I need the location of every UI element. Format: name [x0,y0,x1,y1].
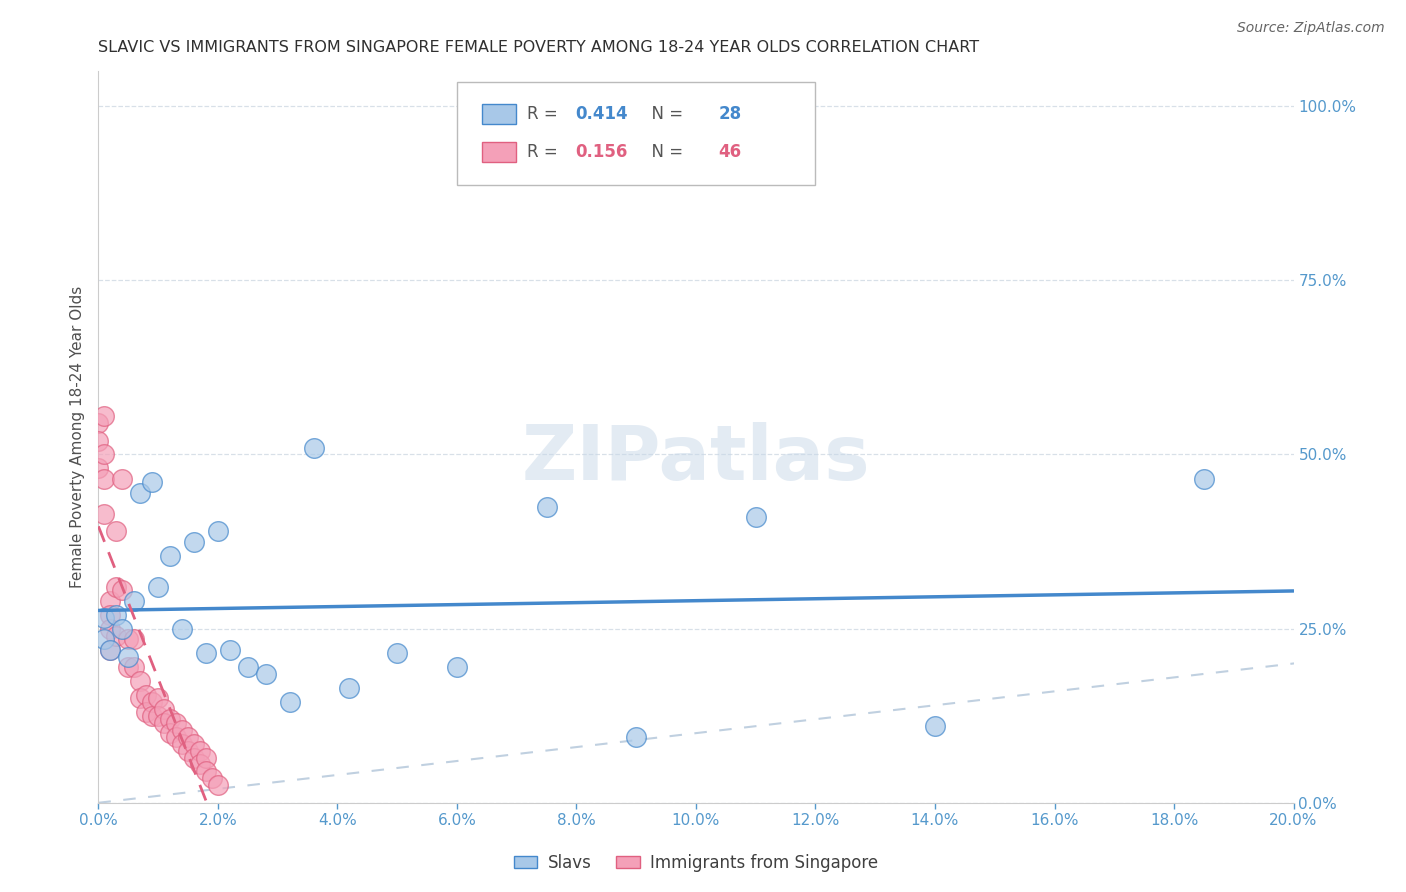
Point [183,534,205,549]
Point [1192,472,1215,486]
Point [148,708,170,723]
Point [165,730,187,744]
Point [207,778,229,792]
Point [302,441,325,455]
Point [124,660,146,674]
Point [536,500,558,514]
Point [153,702,176,716]
Point [93,448,115,462]
Point [105,629,128,643]
Point [148,580,170,594]
Point [159,712,181,726]
Point [117,632,139,646]
Point [183,750,205,764]
Point [195,750,218,764]
Point [188,743,211,757]
Point [98,642,122,657]
Point [188,757,211,772]
Text: 0.414: 0.414 [575,104,628,123]
Text: 46: 46 [718,143,742,161]
Text: ZIPatlas: ZIPatlas [522,422,870,496]
Point [105,524,128,538]
Text: N =: N = [641,143,689,161]
Point [141,708,163,723]
Point [111,583,134,598]
Point [105,607,128,622]
Point [141,695,163,709]
Point [129,691,152,706]
Point [98,642,122,657]
Point [135,705,157,719]
Point [98,594,122,608]
Point [177,743,200,757]
FancyBboxPatch shape [482,103,516,124]
Text: 28: 28 [718,104,742,123]
Point [93,632,115,646]
Point [339,681,361,695]
Point [98,607,122,622]
Point [87,416,110,430]
Text: R =: R = [527,143,564,161]
Point [924,719,946,733]
Point [278,695,301,709]
Point [105,580,128,594]
Point [159,726,181,740]
Point [626,730,648,744]
Point [141,475,163,490]
Point [93,409,115,424]
Legend: Slavs, Immigrants from Singapore: Slavs, Immigrants from Singapore [508,847,884,879]
Point [93,472,115,486]
Point [183,737,205,751]
FancyBboxPatch shape [482,142,516,162]
Point [111,472,134,486]
Text: N =: N = [641,104,689,123]
Point [129,485,152,500]
Point [153,715,176,730]
Point [195,764,218,779]
Point [254,667,277,681]
Point [124,632,146,646]
Text: Source: ZipAtlas.com: Source: ZipAtlas.com [1237,21,1385,35]
Point [124,594,146,608]
Point [129,673,152,688]
Point [117,660,139,674]
FancyBboxPatch shape [457,82,815,185]
Point [207,524,229,538]
Text: R =: R = [527,104,564,123]
Point [201,772,224,786]
Point [172,622,194,636]
Point [98,622,122,636]
Point [135,688,157,702]
Point [111,622,134,636]
Point [159,549,181,563]
Point [172,737,194,751]
Point [172,723,194,737]
Point [195,646,218,660]
Text: SLAVIC VS IMMIGRANTS FROM SINGAPORE FEMALE POVERTY AMONG 18-24 YEAR OLDS CORRELA: SLAVIC VS IMMIGRANTS FROM SINGAPORE FEMA… [98,40,980,55]
Point [177,730,200,744]
Point [385,646,409,660]
Point [219,642,242,657]
Point [87,461,110,475]
Point [236,660,259,674]
Point [148,691,170,706]
Point [87,434,110,448]
Point [93,611,115,625]
Point [93,507,115,521]
Point [165,715,187,730]
Point [446,660,468,674]
Y-axis label: Female Poverty Among 18-24 Year Olds: Female Poverty Among 18-24 Year Olds [69,286,84,588]
Point [745,510,768,524]
Point [117,649,139,664]
Text: 0.156: 0.156 [575,143,627,161]
